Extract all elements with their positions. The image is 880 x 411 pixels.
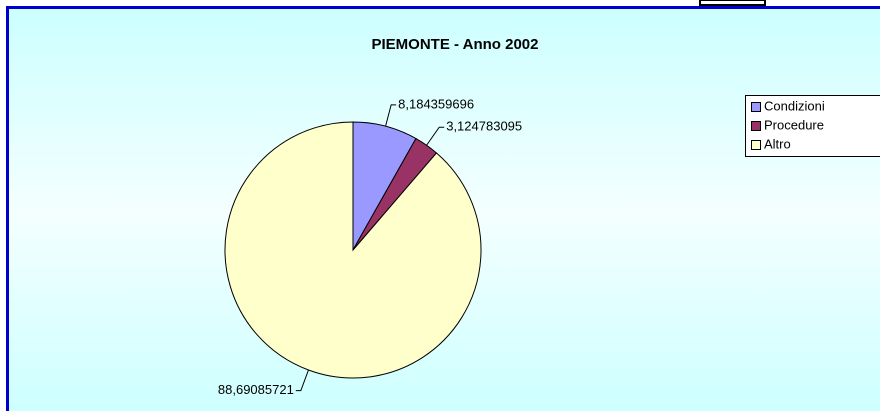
top-frame	[699, 0, 766, 6]
leader-line	[426, 126, 445, 146]
legend-swatch	[751, 140, 761, 150]
data-label: 8,184359696	[398, 96, 474, 111]
legend-label: Procedure	[764, 117, 824, 132]
legend-label: Condizioni	[764, 98, 825, 113]
legend-box	[745, 95, 880, 157]
data-label: 3,124783095	[446, 119, 522, 134]
chart-title: PIEMONTE - Anno 2002	[372, 36, 539, 53]
legend-swatch	[751, 121, 761, 131]
legend-label: Altro	[764, 136, 791, 151]
legend-swatch	[751, 102, 761, 112]
pie-slice	[224, 121, 482, 379]
data-label: 88,69085721	[218, 382, 294, 397]
leader-line	[385, 104, 397, 127]
leader-line	[295, 369, 309, 392]
